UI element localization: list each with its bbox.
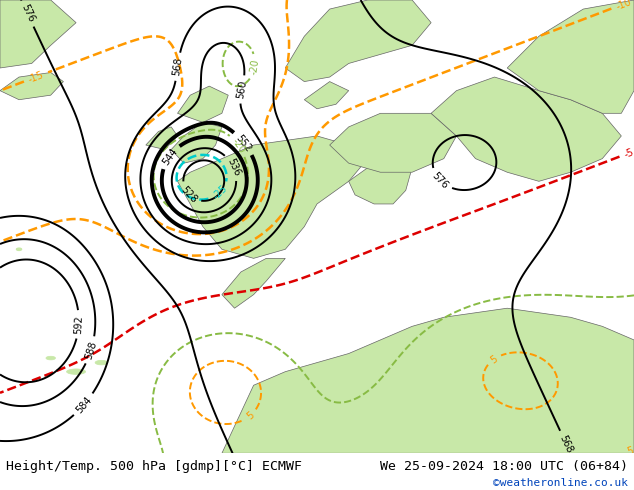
Text: 528: 528	[179, 184, 198, 205]
Ellipse shape	[67, 369, 86, 374]
Text: -25: -25	[210, 183, 229, 202]
Text: 552: 552	[234, 133, 254, 153]
Text: 576: 576	[430, 170, 450, 191]
Text: 588: 588	[84, 340, 98, 361]
Text: 5: 5	[625, 446, 634, 457]
Polygon shape	[0, 73, 63, 99]
Text: We 25-09-2024 18:00 UTC (06+84): We 25-09-2024 18:00 UTC (06+84)	[380, 460, 628, 473]
Text: 592: 592	[73, 315, 84, 334]
Ellipse shape	[95, 360, 108, 365]
Text: 568: 568	[558, 433, 574, 454]
Polygon shape	[0, 0, 76, 68]
Polygon shape	[146, 127, 178, 149]
Text: 568: 568	[171, 57, 184, 76]
Text: -20: -20	[249, 58, 261, 75]
Text: -15: -15	[27, 70, 45, 84]
Polygon shape	[222, 258, 285, 308]
Polygon shape	[222, 308, 634, 453]
Text: 560: 560	[235, 79, 249, 99]
Text: 5: 5	[245, 410, 256, 421]
Text: -20: -20	[230, 136, 247, 155]
Polygon shape	[178, 86, 228, 122]
Ellipse shape	[16, 248, 22, 250]
Polygon shape	[171, 122, 222, 163]
Text: -10: -10	[614, 0, 633, 12]
Text: -5: -5	[623, 147, 634, 160]
Polygon shape	[349, 159, 412, 204]
Text: 544: 544	[160, 146, 179, 167]
Text: 576: 576	[19, 3, 36, 24]
Text: Height/Temp. 500 hPa [gdmp][°C] ECMWF: Height/Temp. 500 hPa [gdmp][°C] ECMWF	[6, 460, 302, 473]
Polygon shape	[330, 113, 456, 172]
Text: 584: 584	[74, 394, 94, 415]
Polygon shape	[285, 0, 431, 81]
Text: ©weatheronline.co.uk: ©weatheronline.co.uk	[493, 478, 628, 489]
Polygon shape	[304, 81, 349, 109]
Polygon shape	[431, 77, 621, 181]
Polygon shape	[507, 0, 634, 113]
Ellipse shape	[46, 356, 56, 360]
Text: 5: 5	[488, 353, 500, 365]
Polygon shape	[178, 136, 368, 258]
Text: 536: 536	[225, 157, 242, 178]
